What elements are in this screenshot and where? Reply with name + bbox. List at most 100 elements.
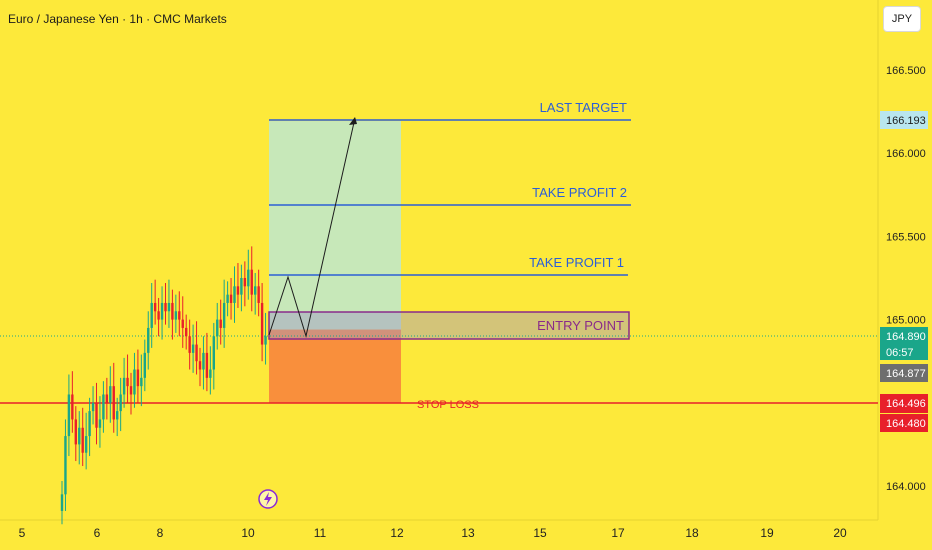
- candle-body: [126, 377, 129, 387]
- x-tick-label: 20: [833, 526, 847, 540]
- candle-body: [112, 386, 115, 420]
- price-tag: [880, 111, 928, 129]
- candle-body: [109, 386, 112, 403]
- loss-zone: [269, 329, 401, 404]
- candle-body: [178, 311, 181, 320]
- candle-body: [64, 436, 67, 495]
- candle-body: [185, 327, 188, 337]
- currency-button[interactable]: JPY: [883, 6, 921, 32]
- y-tick-label: 165.500: [886, 231, 926, 243]
- profit-zone: [269, 121, 401, 330]
- candle-body: [250, 269, 253, 295]
- candle-body: [153, 302, 157, 312]
- candle-body: [129, 386, 133, 395]
- candle-body: [195, 344, 198, 362]
- candle-body: [157, 311, 160, 320]
- candle-body: [95, 402, 98, 428]
- candle-body: [71, 394, 74, 420]
- price-tag-text: 164.480: [886, 418, 926, 430]
- candle-body: [140, 377, 143, 387]
- price-tag: [880, 327, 928, 344]
- lightning-icon: [264, 492, 272, 506]
- price-tag-text: 164.496: [886, 398, 926, 410]
- candle-body: [257, 286, 260, 303]
- candle-body: [88, 411, 91, 437]
- level-label: TAKE PROFIT 2: [532, 185, 627, 200]
- price-tag-text: 166.193: [886, 115, 926, 127]
- level-label: ENTRY POINT: [537, 318, 624, 333]
- candle-body: [91, 402, 95, 412]
- x-tick-label: 6: [94, 526, 101, 540]
- price-tag-text: 06:57: [886, 347, 914, 359]
- candle-body: [226, 294, 229, 303]
- x-tick-label: 11: [314, 526, 327, 540]
- price-tag: [880, 394, 928, 413]
- candle-body: [188, 336, 191, 353]
- y-tick-label: 165.000: [886, 315, 926, 327]
- x-tick-label: 5: [19, 526, 26, 540]
- candle-body: [67, 394, 71, 437]
- candle-body: [143, 352, 146, 378]
- candle-body: [167, 302, 171, 312]
- candle-body: [209, 369, 212, 378]
- level-label: TAKE PROFIT 1: [529, 255, 624, 270]
- candle-body: [222, 302, 226, 328]
- candle-body: [216, 319, 219, 337]
- x-tick-label: 19: [760, 526, 774, 540]
- candle-body: [84, 436, 88, 453]
- y-tick-label: 166.000: [886, 148, 926, 160]
- x-tick-label: 17: [611, 526, 625, 540]
- price-tag: [880, 343, 928, 360]
- candle-body: [205, 352, 209, 378]
- candle-body: [116, 411, 119, 420]
- candle-body: [260, 302, 264, 345]
- chart-title: Euro / Japanese Yen · 1h · CMC Markets: [8, 12, 227, 26]
- candle-body: [78, 427, 81, 445]
- x-tick-label: 18: [685, 526, 699, 540]
- candle-body: [164, 302, 167, 312]
- candle-body: [202, 352, 205, 370]
- candle-body: [102, 394, 105, 420]
- price-tag-text: 164.890: [886, 331, 926, 343]
- entry-point-box: [268, 311, 630, 340]
- candle-body: [60, 494, 64, 511]
- candle-body: [236, 286, 240, 295]
- candle-body: [171, 302, 174, 320]
- x-tick-label: 13: [461, 526, 475, 540]
- x-tick-label: 15: [533, 526, 547, 540]
- candle-body: [133, 369, 136, 395]
- candle-body: [105, 394, 109, 403]
- candle-body: [119, 394, 122, 412]
- candle-body: [264, 336, 267, 345]
- candle-body: [233, 286, 236, 303]
- candle-body: [147, 327, 150, 353]
- arrow-head: [349, 117, 357, 125]
- candle-body: [240, 278, 243, 295]
- candle-body: [122, 377, 126, 395]
- candle-body: [198, 361, 202, 370]
- y-tick-label: 166.500: [886, 65, 926, 77]
- x-tick-label: 12: [390, 526, 404, 540]
- candle-body: [247, 269, 250, 287]
- price-tag: [880, 364, 928, 382]
- candle-body: [136, 369, 140, 387]
- candle-body: [229, 294, 233, 303]
- projection-path: [268, 117, 356, 338]
- candle-body: [181, 319, 184, 328]
- candle-body: [191, 344, 195, 353]
- candle-body: [160, 302, 164, 320]
- candle-body: [81, 427, 84, 453]
- price-tag: [880, 414, 928, 432]
- stop-loss-label: STOP LOSS: [417, 399, 479, 411]
- candle-body: [243, 278, 247, 287]
- y-tick-label: 164.000: [886, 481, 926, 493]
- candle-body: [254, 286, 257, 295]
- candle-body: [219, 319, 222, 328]
- level-label: LAST TARGET: [540, 100, 627, 115]
- candle-body: [150, 302, 153, 328]
- price-tag-text: 164.877: [886, 368, 926, 380]
- candle-body: [212, 336, 215, 370]
- candle-body: [174, 311, 178, 320]
- candle-body: [98, 419, 102, 428]
